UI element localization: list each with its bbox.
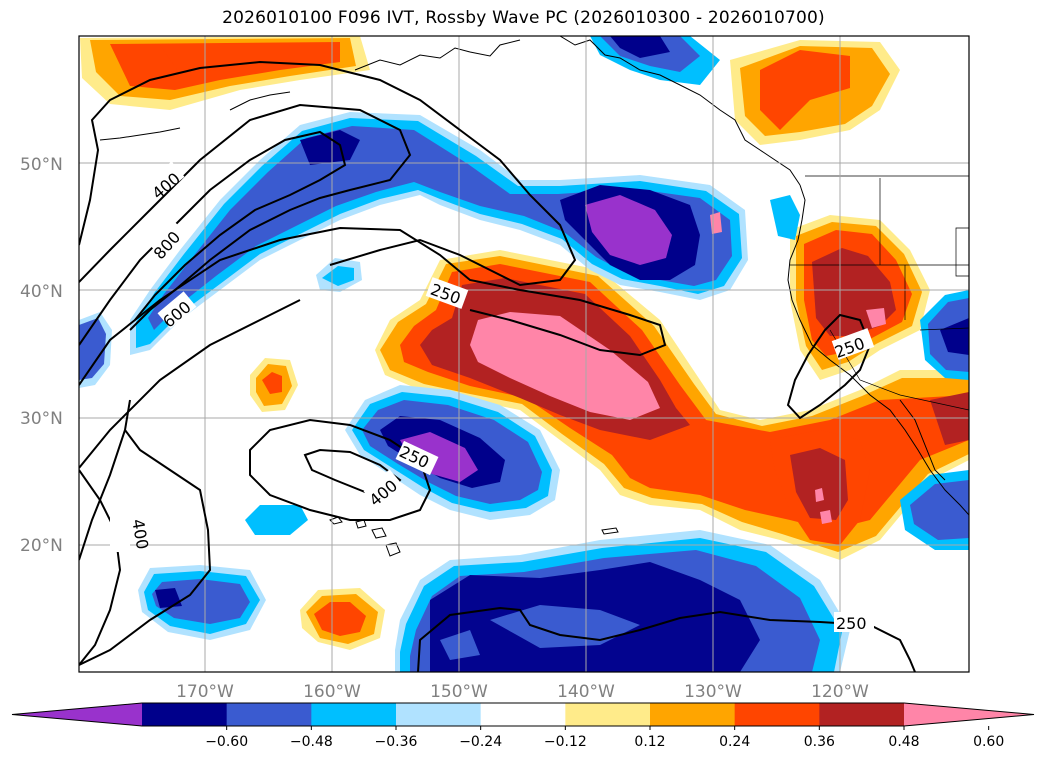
lat-label-50n: 50°N	[20, 155, 63, 175]
colorbar-tick-label: 0.60	[973, 734, 1004, 750]
colorbar-tick-label: −0.36	[375, 734, 418, 750]
colorbar-segment	[311, 703, 397, 726]
lat-label-30n: 30°N	[20, 409, 63, 429]
colorbar-segment	[650, 703, 736, 726]
negative-anomaly-fields	[79, 36, 969, 672]
colorbar-tick-label: 0.36	[804, 734, 835, 750]
colorbar-tick-label: −0.48	[290, 734, 333, 750]
lat-label-40n: 40°N	[20, 282, 63, 302]
colorbar-tick-label: 0.24	[719, 734, 750, 750]
colorbar-extend-high	[904, 703, 1034, 726]
lon-label-120w: 120°W	[811, 682, 869, 702]
colorbar-tick-label: −0.60	[205, 734, 248, 750]
colorbar-tick-label: 0.12	[634, 734, 665, 750]
map-plot-area: 400 800 600 250 250 400 250 400 250	[79, 36, 969, 672]
colorbar-segment	[734, 703, 820, 726]
colorbar-tick-label: −0.12	[544, 734, 587, 750]
colorbar-segment	[226, 703, 312, 726]
gridlines	[79, 36, 969, 672]
colorbar-segment	[565, 703, 651, 726]
colorbar-segment	[396, 703, 482, 726]
lon-label-150w: 150°W	[430, 682, 488, 702]
positive-anomaly-fields	[80, 36, 969, 650]
colorbar-extend-low	[12, 703, 142, 726]
latitude-labels: 20°N 30°N 40°N 50°N	[20, 155, 63, 556]
colorbar-tick-label: −0.24	[459, 734, 502, 750]
colorbar-segment	[480, 703, 566, 726]
colorbar-segment	[819, 703, 905, 726]
lat-label-20n: 20°N	[20, 536, 63, 556]
colorbar-segment	[142, 703, 228, 726]
lon-label-140w: 140°W	[557, 682, 615, 702]
longitude-labels: 170°W 160°W 150°W 140°W 130°W 120°W	[176, 682, 869, 702]
lon-label-130w: 130°W	[684, 682, 742, 702]
colorbar-outline	[11, 702, 1035, 727]
map-frame	[78, 35, 970, 673]
colorbar: −0.60 −0.48 −0.36 −0.24 −0.12 0.12 0.24 0.36 0.4…	[11, 702, 1035, 750]
map-title: 2026010100 F096 IVT, Rossby Wave PC (202…	[222, 8, 825, 28]
colorbar-tick-label: 0.48	[888, 734, 919, 750]
contour-lines	[79, 60, 916, 672]
lon-label-170w: 170°W	[176, 682, 234, 702]
contour-label: 250	[836, 614, 867, 633]
lon-label-160w: 160°W	[303, 682, 361, 702]
coastlines	[99, 36, 969, 516]
